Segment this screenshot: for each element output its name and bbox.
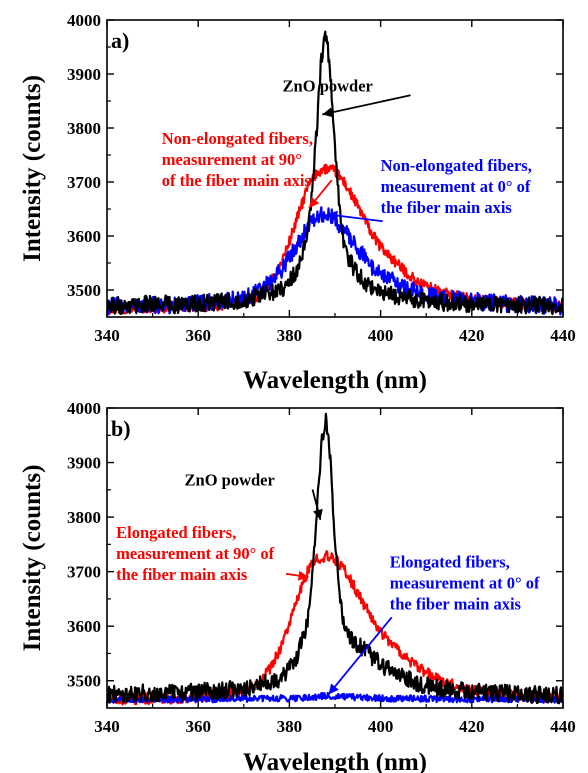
y-tick-label: 3500 bbox=[67, 672, 101, 691]
x-tick-label: 440 bbox=[550, 717, 576, 736]
x-tick-label: 380 bbox=[277, 717, 303, 736]
y-axis-label: Intensity (counts) bbox=[19, 465, 46, 652]
y-tick-label: 3500 bbox=[67, 281, 101, 300]
annotation-label: ZnO powder bbox=[185, 470, 275, 489]
x-tick-label: 400 bbox=[368, 326, 394, 345]
x-tick-label: 440 bbox=[550, 326, 576, 345]
y-axis-label: Intensity (counts) bbox=[19, 75, 46, 262]
x-tick-label: 380 bbox=[277, 326, 303, 345]
y-tick-label: 3700 bbox=[67, 173, 101, 192]
x-tick-label: 340 bbox=[94, 326, 120, 345]
x-tick-label: 340 bbox=[94, 717, 120, 736]
x-tick-label: 400 bbox=[368, 717, 394, 736]
x-tick-label: 360 bbox=[185, 326, 211, 345]
annotation-arrow bbox=[322, 95, 410, 114]
y-tick-label: 3600 bbox=[67, 617, 101, 636]
panel-a: 340 360 380 400 420 440 3500 3600 3700 3800 3900 40… bbox=[19, 11, 576, 394]
y-tick-label: 3900 bbox=[67, 454, 101, 473]
y-tick-label: 3800 bbox=[67, 119, 101, 138]
x-tick-label: 360 bbox=[185, 717, 211, 736]
panel-b: 340 360 380 400 420 440 3500 3600 3700 3800 3900 40… bbox=[19, 399, 576, 773]
y-tick-label: 3600 bbox=[67, 227, 101, 246]
annotation-arrowhead bbox=[313, 509, 323, 520]
x-tick-label: 420 bbox=[459, 326, 485, 345]
annotation-label: Non-elongated fibers, measurement at 0° o… bbox=[381, 156, 532, 217]
annotation-arrow bbox=[329, 617, 392, 694]
y-tick-label: 4000 bbox=[67, 11, 101, 30]
annotation-label: Elongated fibers, measurement at 0° of the… bbox=[390, 552, 540, 613]
y-tick-label: 3700 bbox=[67, 563, 101, 582]
annotation-label: ZnO powder bbox=[283, 76, 373, 95]
annotation-label: Elongated fibers, measurement at 90° of th… bbox=[116, 523, 274, 584]
y-tick-label: 3800 bbox=[67, 508, 101, 527]
annotation-label: Non-elongated fibers, measurement at 90° o… bbox=[162, 129, 313, 190]
x-axis-label: Wavelength (nm) bbox=[243, 367, 427, 394]
y-tick-label: 3900 bbox=[67, 65, 101, 84]
panel-label: b) bbox=[111, 416, 131, 441]
x-tick-label: 420 bbox=[459, 717, 485, 736]
panel-label: a) bbox=[111, 28, 129, 53]
x-axis-label: Wavelength (nm) bbox=[243, 749, 427, 773]
y-tick-label: 4000 bbox=[67, 399, 101, 418]
